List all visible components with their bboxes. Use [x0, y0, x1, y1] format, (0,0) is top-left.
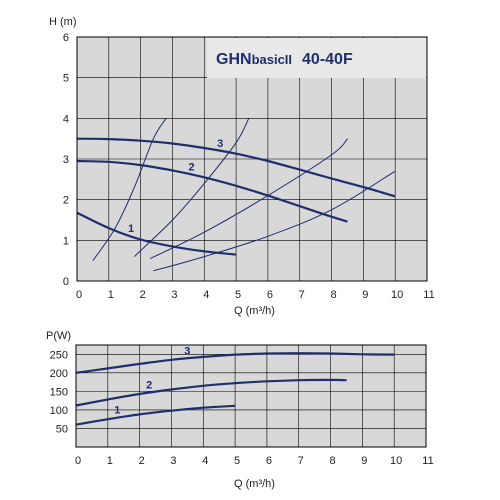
power-chart-x-label: Q (m³/h) [234, 478, 275, 490]
power-series-3 [75, 352, 395, 374]
power-x-tick-label: 9 [361, 455, 367, 467]
head-y-tick-label: 6 [63, 32, 69, 44]
head-x-tick-label: 5 [235, 289, 241, 301]
power-chart: 1 2 3 0 1 2 3 4 5 6 7 8 9 10 11 50 100 150 200 250 P(W) Q… [46, 330, 434, 490]
head-x-tick-label: 2 [140, 289, 146, 301]
head-y-tick-label: 5 [63, 73, 69, 85]
power-y-tick-label: 50 [56, 423, 68, 435]
power-x-tick-label: 6 [266, 455, 272, 467]
power-chart-plot-area [76, 345, 426, 447]
power-x-tick-label: 5 [234, 455, 240, 467]
head-series-labels: 1 2 3 [128, 138, 223, 235]
head-series-label-1: 1 [128, 223, 134, 235]
system-curve-2 [133, 118, 250, 257]
power-series-labels: 1 2 3 [114, 345, 190, 416]
title-model: basicII [252, 52, 292, 67]
head-series [76, 137, 396, 256]
power-y-tick-label: 250 [50, 349, 68, 361]
head-x-tick-label: 10 [391, 289, 403, 301]
head-x-tick-label: 1 [108, 289, 114, 301]
system-curve-4 [153, 170, 396, 272]
power-x-tick-label: 3 [170, 455, 176, 467]
power-x-tick-label: 10 [390, 455, 402, 467]
power-y-tick-label: 100 [50, 405, 68, 417]
power-y-tick-label: 150 [50, 386, 68, 398]
head-x-tick-label: 11 [423, 289, 434, 301]
head-chart-title-box [207, 38, 426, 78]
power-chart-frame [75, 344, 427, 448]
head-x-tick-label: 3 [171, 289, 177, 301]
head-chart: GHNbasicII 40-40F 1 2 3 0 1 2 3 4 5 6 7 8 9 10 11 0 1 2 3… [49, 16, 435, 317]
power-series-label-3: 3 [184, 345, 190, 357]
power-series-2 [75, 378, 347, 407]
title-brand: GHN [216, 51, 252, 68]
system-curve-1 [92, 118, 167, 261]
head-x-tick-label: 9 [362, 289, 368, 301]
head-series-1 [76, 211, 237, 256]
head-series-label-3: 3 [217, 138, 223, 150]
title-size: 40-40F [302, 51, 353, 68]
power-chart-y-label: P(W) [46, 330, 71, 342]
head-chart-title: GHNbasicII 40-40F [216, 51, 353, 68]
head-x-tick-label: 8 [330, 289, 336, 301]
power-series [75, 352, 395, 426]
head-x-tick-label: 0 [76, 289, 82, 301]
head-y-tick-label: 1 [63, 235, 69, 247]
power-x-tick-label: 2 [139, 455, 145, 467]
head-series-2 [76, 159, 348, 223]
power-x-tick-label: 4 [202, 455, 208, 467]
power-x-tick-label: 0 [75, 455, 81, 467]
head-x-tick-label: 6 [267, 289, 273, 301]
head-y-tick-label: 4 [63, 113, 69, 125]
head-y-tick-label: 0 [63, 276, 69, 288]
power-series-label-2: 2 [146, 380, 152, 392]
power-x-tick-label: 11 [422, 455, 433, 467]
power-y-tick-label: 200 [50, 368, 68, 380]
head-chart-x-ticks: 0 1 2 3 4 5 6 7 8 9 10 11 [76, 289, 435, 301]
power-x-tick-label: 8 [329, 455, 335, 467]
power-chart-y-ticks: 50 100 150 200 250 [50, 349, 68, 435]
power-x-tick-label: 1 [107, 455, 113, 467]
power-series-1 [75, 404, 236, 426]
power-chart-x-ticks: 0 1 2 3 4 5 6 7 8 9 10 11 [75, 455, 434, 467]
head-chart-y-ticks: 0 1 2 3 4 5 6 [63, 32, 69, 288]
head-series-3 [76, 137, 396, 198]
head-chart-y-label: H (m) [49, 16, 77, 28]
head-y-tick-label: 3 [63, 154, 69, 166]
power-series-label-1: 1 [114, 405, 120, 417]
head-x-tick-label: 4 [203, 289, 209, 301]
head-chart-x-label: Q (m³/h) [234, 305, 275, 317]
head-series-label-2: 2 [188, 162, 194, 174]
power-chart-grid [76, 345, 426, 447]
power-x-tick-label: 7 [298, 455, 304, 467]
head-x-tick-label: 7 [299, 289, 305, 301]
head-chart-frame [76, 36, 428, 282]
head-y-tick-label: 2 [63, 195, 69, 207]
